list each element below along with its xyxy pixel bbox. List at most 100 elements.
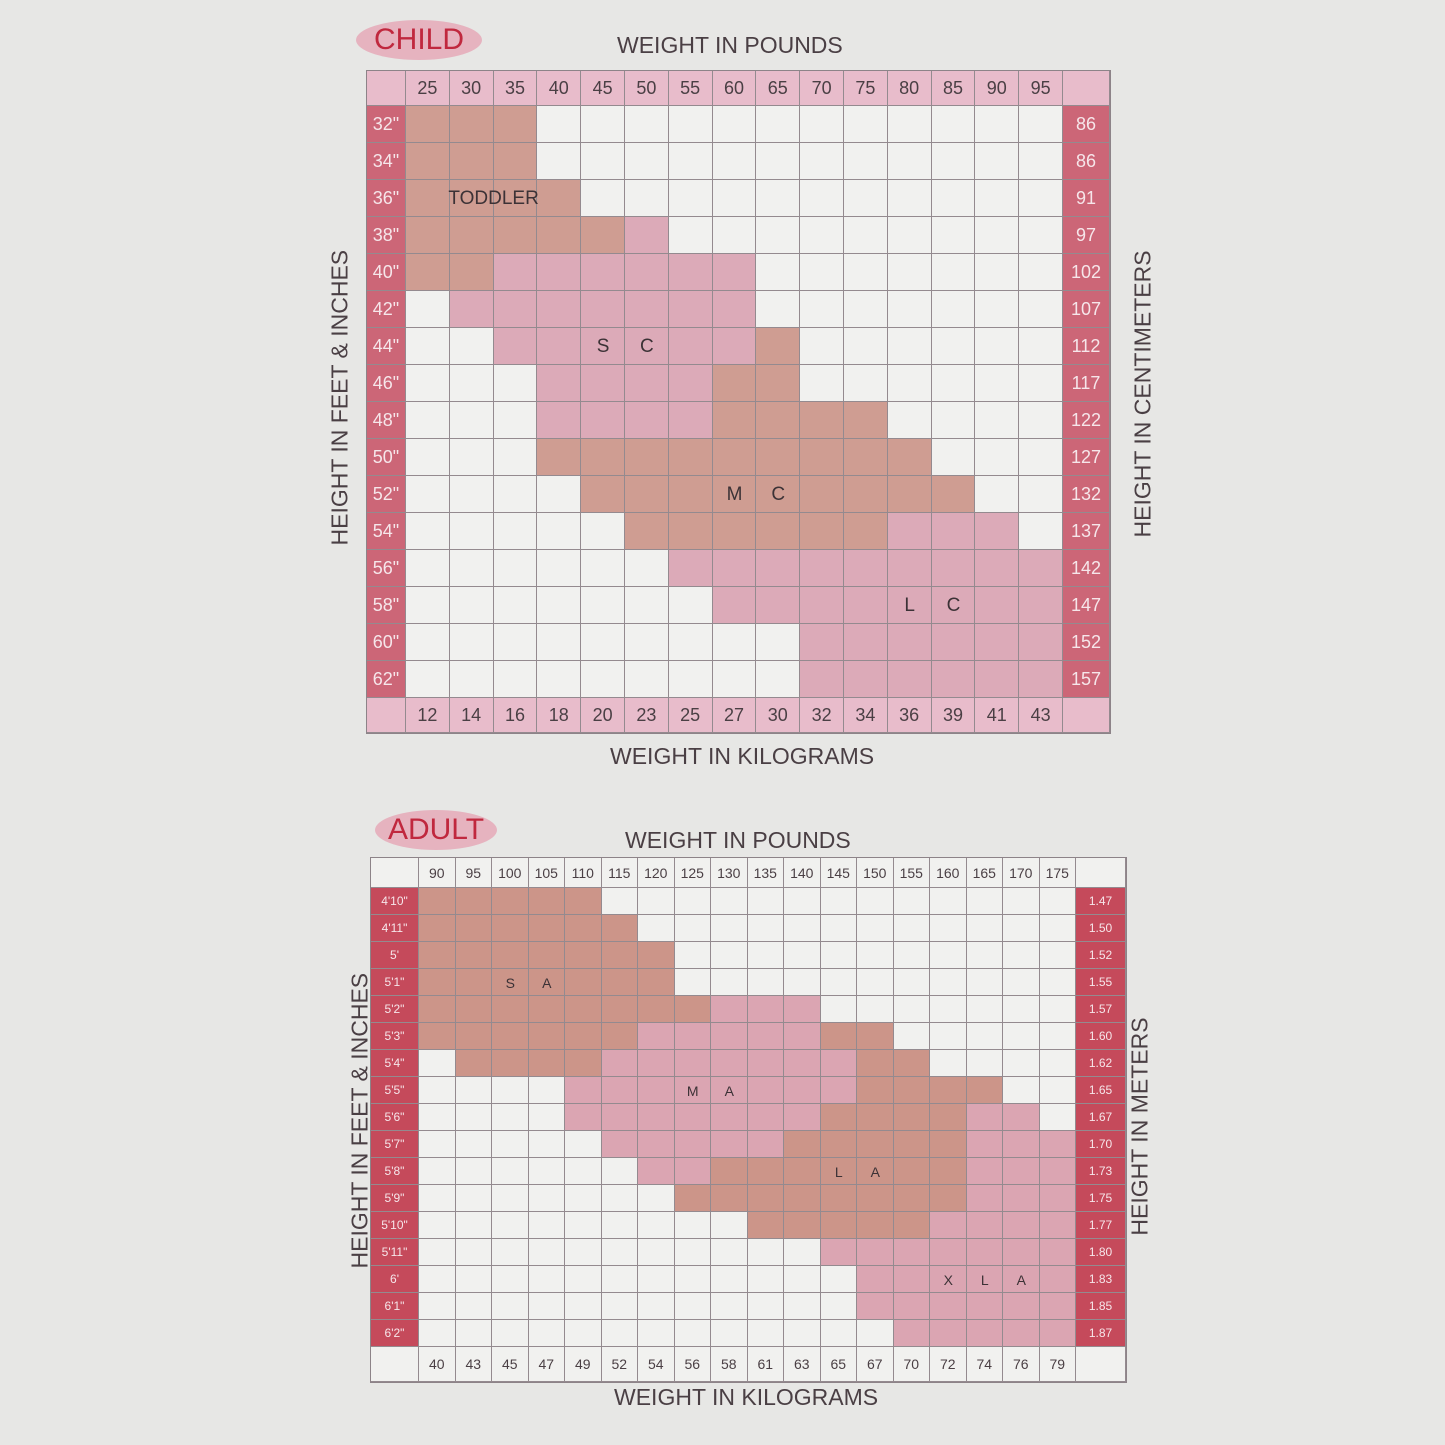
size-cell (966, 888, 1003, 915)
size-cell (711, 888, 748, 915)
size-cell (674, 1050, 711, 1077)
size-cell (893, 1077, 930, 1104)
size-cell (712, 439, 757, 476)
size-cell (1039, 1131, 1076, 1158)
height-metric-tick-label: 1.47 (1076, 888, 1126, 915)
height-inches-tick-label: 4'10" (371, 888, 419, 915)
size-cell (419, 1104, 456, 1131)
size-cell (601, 1320, 638, 1347)
height-inches-tick-label: 5'11" (371, 1239, 419, 1266)
kilograms-tick-label: 56 (674, 1347, 711, 1382)
height-inches-tick-label: 5'2" (371, 996, 419, 1023)
size-cell (747, 1185, 784, 1212)
size-cell (449, 402, 494, 439)
size-cell (493, 587, 538, 624)
size-cell (565, 1158, 602, 1185)
size-cell (844, 476, 888, 513)
size-cell (455, 888, 492, 915)
child-weight-kilograms-title: WEIGHT IN KILOGRAMS (610, 743, 875, 769)
size-cell (537, 550, 582, 587)
size-cell (756, 587, 801, 624)
size-cell (455, 1266, 492, 1293)
size-cell (931, 661, 976, 698)
size-cell (800, 513, 844, 550)
height-metric-tick-label: 1.75 (1076, 1185, 1126, 1212)
size-cell (1019, 439, 1063, 476)
size-cell (756, 106, 801, 143)
size-cell (492, 969, 529, 996)
height-inches-tick-label: 60" (367, 624, 406, 661)
size-cell (756, 254, 801, 291)
size-cell (492, 1239, 529, 1266)
size-cell (493, 439, 538, 476)
pounds-tick-label: 35 (493, 71, 538, 106)
corner-cell (371, 858, 419, 888)
size-cell (406, 365, 450, 402)
size-cell (449, 513, 494, 550)
size-label: A (724, 1082, 734, 1099)
height-inches-tick-label: 5' (371, 942, 419, 969)
size-cell (887, 661, 932, 698)
size-cell (931, 291, 976, 328)
size-cell (930, 888, 967, 915)
height-metric-tick-label: 1.83 (1076, 1266, 1126, 1293)
size-cell (800, 439, 844, 476)
size-cell (449, 550, 494, 587)
pounds-tick-label: 120 (638, 858, 675, 888)
size-cell (844, 291, 888, 328)
pounds-tick-label: 25 (406, 71, 450, 106)
size-cell (492, 1077, 529, 1104)
size-cell (406, 587, 450, 624)
size-cell (747, 1158, 784, 1185)
height-inches-tick-label: 62" (367, 661, 406, 698)
size-cell (537, 402, 582, 439)
size-cell (449, 476, 494, 513)
size-cell (893, 1239, 930, 1266)
size-cell (756, 365, 801, 402)
size-cell (674, 1212, 711, 1239)
size-cell (1003, 1185, 1040, 1212)
size-cell (625, 291, 669, 328)
size-cell (419, 1320, 456, 1347)
size-cell (887, 476, 932, 513)
size-cell (419, 1266, 456, 1293)
size-cell (674, 1266, 711, 1293)
size-cell (565, 1212, 602, 1239)
size-cell (537, 624, 582, 661)
size-cell (581, 661, 625, 698)
size-cell (638, 888, 675, 915)
size-cell (975, 328, 1020, 365)
size-cell (625, 143, 669, 180)
size-cell (820, 969, 857, 996)
size-cell (1039, 1185, 1076, 1212)
size-cell (930, 1158, 967, 1185)
size-label: L (834, 1163, 843, 1180)
size-cell (712, 550, 757, 587)
size-cell (844, 661, 888, 698)
height-metric-tick-label: 147 (1063, 587, 1110, 624)
size-cell (893, 915, 930, 942)
size-cell (1003, 942, 1040, 969)
size-cell (711, 1320, 748, 1347)
size-cell (581, 254, 625, 291)
size-cell (601, 888, 638, 915)
size-cell (747, 888, 784, 915)
size-cell (784, 1212, 821, 1239)
size-cell (857, 1050, 894, 1077)
size-cell (528, 1158, 565, 1185)
height-inches-tick-label: 48" (367, 402, 406, 439)
size-cell (966, 1320, 1003, 1347)
size-cell (887, 328, 932, 365)
size-cell (966, 1104, 1003, 1131)
size-cell (930, 1104, 967, 1131)
size-cell (711, 1158, 748, 1185)
size-cell (931, 217, 976, 254)
size-cell (1003, 1239, 1040, 1266)
size-cell (537, 587, 582, 624)
size-cell (581, 143, 625, 180)
size-cell (893, 1266, 930, 1293)
size-cell (625, 106, 669, 143)
child-height-inches-title: HEIGHT IN FEET & INCHES (326, 249, 353, 546)
size-cell (565, 1185, 602, 1212)
height-metric-tick-label: 1.73 (1076, 1158, 1126, 1185)
